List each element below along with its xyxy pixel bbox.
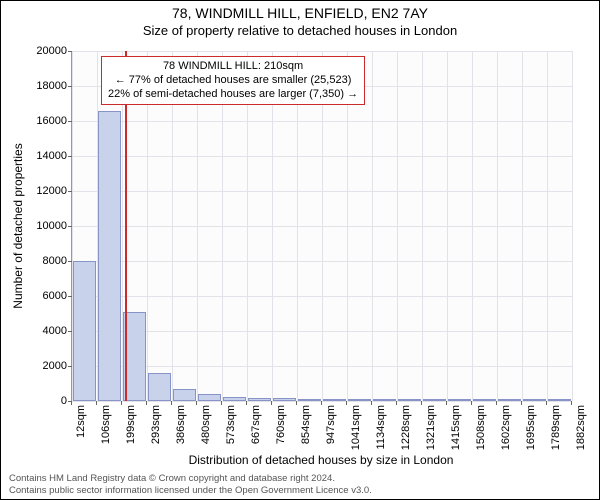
- ytick-label: 18000: [7, 80, 67, 92]
- xtick-label: 386sqm: [175, 405, 187, 444]
- xtick-label: 1508sqm: [475, 405, 487, 450]
- footer: Contains HM Land Registry data © Crown c…: [9, 473, 372, 496]
- histogram-bar: [323, 399, 346, 401]
- xtick-label: 760sqm: [275, 405, 287, 444]
- xtick-mark: [221, 401, 222, 405]
- gridline-v: [472, 51, 473, 401]
- gridline-h: [72, 401, 572, 402]
- chart-title: 78, WINDMILL HILL, ENFIELD, EN2 7AY: [1, 5, 599, 21]
- ytick-label: 10000: [7, 220, 67, 232]
- annotation-line-1: 78 WINDMILL HILL: 210sqm: [108, 60, 358, 74]
- histogram-bar: [448, 399, 471, 401]
- xtick-label: 1695sqm: [525, 405, 537, 450]
- annotation-line-3: 22% of semi-detached houses are larger (…: [108, 88, 358, 102]
- xtick-mark: [496, 401, 497, 405]
- histogram-bar: [148, 373, 171, 401]
- histogram-bar: [373, 399, 396, 401]
- histogram-bar: [423, 399, 446, 401]
- ytick-label: 4000: [7, 325, 67, 337]
- xtick-label: 199sqm: [125, 405, 137, 444]
- xtick-mark: [121, 401, 122, 405]
- xtick-mark: [196, 401, 197, 405]
- xtick-mark: [346, 401, 347, 405]
- chart-area: 78 WINDMILL HILL: 210sqm ← 77% of detach…: [71, 51, 571, 401]
- xtick-mark: [546, 401, 547, 405]
- xtick-label: 1321sqm: [425, 405, 437, 450]
- histogram-bar: [498, 399, 521, 401]
- chart-subtitle: Size of property relative to detached ho…: [1, 23, 599, 38]
- xtick-label: 480sqm: [200, 405, 212, 444]
- gridline-v: [547, 51, 548, 401]
- xtick-mark: [371, 401, 372, 405]
- xtick-mark: [96, 401, 97, 405]
- xtick-label: 1415sqm: [450, 405, 462, 450]
- xtick-mark: [296, 401, 297, 405]
- ytick-label: 8000: [7, 255, 67, 267]
- gridline-v: [572, 51, 573, 401]
- xtick-label: 947sqm: [325, 405, 337, 444]
- xtick-label: 1882sqm: [575, 405, 587, 450]
- x-axis-label: Distribution of detached houses by size …: [71, 453, 571, 467]
- histogram-bar: [198, 394, 221, 401]
- xtick-label: 12sqm: [75, 405, 87, 438]
- histogram-bar: [523, 399, 546, 401]
- xtick-label: 1134sqm: [375, 405, 387, 449]
- gridline-v: [372, 51, 373, 401]
- histogram-bar: [173, 389, 196, 401]
- gridline-v: [422, 51, 423, 401]
- gridline-v: [447, 51, 448, 401]
- histogram-bar: [298, 399, 321, 401]
- xtick-label: 106sqm: [100, 405, 112, 444]
- xtick-label: 1602sqm: [500, 405, 512, 450]
- xtick-mark: [71, 401, 72, 405]
- xtick-mark: [271, 401, 272, 405]
- ytick-label: 16000: [7, 115, 67, 127]
- histogram-bar: [473, 399, 496, 401]
- footer-line-2: Contains public sector information licen…: [9, 485, 372, 496]
- ytick-label: 6000: [7, 290, 67, 302]
- xtick-mark: [521, 401, 522, 405]
- reference-annotation: 78 WINDMILL HILL: 210sqm ← 77% of detach…: [101, 56, 365, 105]
- histogram-bar: [73, 261, 96, 401]
- chart-container: 78, WINDMILL HILL, ENFIELD, EN2 7AY Size…: [0, 0, 600, 500]
- xtick-mark: [571, 401, 572, 405]
- gridline-v: [397, 51, 398, 401]
- xtick-label: 573sqm: [225, 405, 237, 444]
- ytick-label: 12000: [7, 185, 67, 197]
- xtick-mark: [171, 401, 172, 405]
- ytick-label: 14000: [7, 150, 67, 162]
- xtick-mark: [446, 401, 447, 405]
- xtick-label: 1041sqm: [350, 405, 362, 450]
- xtick-label: 1789sqm: [550, 405, 562, 450]
- ytick-label: 20000: [7, 45, 67, 57]
- xtick-mark: [146, 401, 147, 405]
- xtick-label: 667sqm: [250, 405, 262, 444]
- footer-line-1: Contains HM Land Registry data © Crown c…: [9, 473, 372, 484]
- gridline-v: [522, 51, 523, 401]
- histogram-bar: [248, 398, 271, 402]
- histogram-bar: [548, 399, 571, 401]
- xtick-mark: [396, 401, 397, 405]
- ytick-label: 0: [7, 395, 67, 407]
- xtick-mark: [421, 401, 422, 405]
- xtick-label: 1228sqm: [400, 405, 412, 450]
- annotation-line-2: ← 77% of detached houses are smaller (25…: [108, 74, 358, 88]
- histogram-bar: [348, 399, 371, 401]
- gridline-v: [497, 51, 498, 401]
- xtick-mark: [471, 401, 472, 405]
- histogram-bar: [398, 399, 421, 401]
- histogram-bar: [223, 397, 246, 401]
- xtick-label: 293sqm: [150, 405, 162, 444]
- ytick-label: 2000: [7, 360, 67, 372]
- xtick-label: 854sqm: [300, 405, 312, 444]
- xtick-mark: [246, 401, 247, 405]
- xtick-mark: [321, 401, 322, 405]
- histogram-bar: [98, 111, 121, 402]
- histogram-bar: [273, 398, 296, 401]
